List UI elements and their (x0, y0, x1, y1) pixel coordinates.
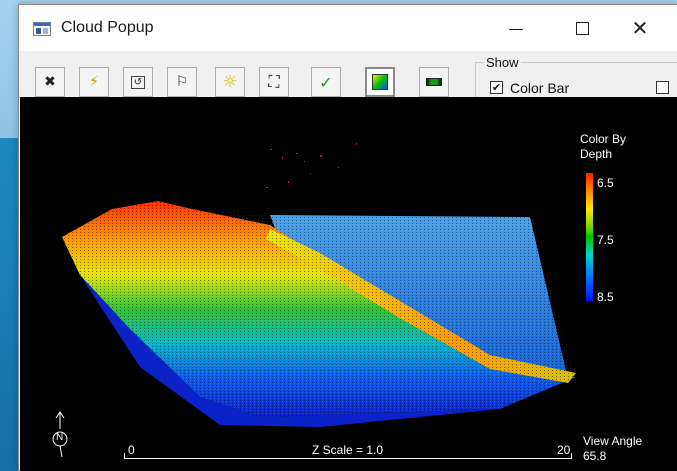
view-angle-value: 65.8 (583, 449, 607, 463)
scale-bar (124, 458, 572, 459)
flag-button[interactable]: ⚐ (167, 67, 197, 97)
title-bar[interactable]: Cloud Popup ✕ (19, 5, 677, 51)
close-icon: ✕ (631, 16, 649, 40)
colorbar-tick-7-5: 7.5 (597, 233, 614, 247)
north-arrow-icon (52, 411, 68, 458)
undo-icon: ↺ (130, 75, 146, 89)
colorbar-icon (426, 78, 442, 86)
scale-tick-end (571, 453, 572, 458)
point-cloud-render (62, 143, 576, 427)
colorbar-tick-6-5: 6.5 (597, 176, 614, 190)
app-icon (33, 22, 51, 36)
maximize-icon (575, 21, 589, 35)
minimize-button[interactable] (493, 5, 539, 51)
sun-icon: ☼ (222, 72, 238, 92)
colorbar-tick-8-5: 8.5 (597, 290, 614, 304)
undo-view-button[interactable]: ↺ (123, 67, 153, 97)
scale-end-label: 20 (557, 443, 571, 457)
tools-icon: ✖ (44, 74, 56, 90)
colorbar-button[interactable] (419, 67, 449, 97)
tools-button[interactable]: ✖ (35, 67, 65, 97)
point-cloud-viewport[interactable]: Color By Depth 6.5 7.5 8.5 N 0 Z Scale =… (20, 97, 677, 471)
sun-button[interactable]: ☼ (215, 67, 245, 97)
color-map-icon (372, 74, 388, 90)
zoom-extents-button[interactable]: ⛶ (259, 67, 289, 97)
accept-button[interactable]: ✓ (311, 67, 341, 97)
show-group-label: Show (484, 55, 521, 70)
depth-colorbar (586, 173, 593, 301)
scale-tick-start (124, 453, 125, 458)
cloud-popup-window: Cloud Popup ✕ ✖ ⚡ ↺ ⚐ ☼ ⛶ ✓ (18, 4, 677, 471)
color-by-line1: Color By (580, 132, 627, 146)
maximize-button[interactable] (559, 5, 605, 51)
color-by-line2: Depth (580, 147, 613, 161)
toolbar: ✖ ⚡ ↺ ⚐ ☼ ⛶ ✓ Show ✔ Color Bar (19, 51, 677, 114)
north-label: N (56, 432, 64, 443)
color-bar-label: Color Bar (510, 80, 570, 96)
checkmark-icon: ✓ (319, 72, 333, 92)
zoom-extents-icon: ⛶ (268, 72, 280, 91)
color-bar-checkbox[interactable]: ✔ (490, 81, 503, 94)
flag-icon: ⚐ (175, 74, 189, 90)
lightning-icon: ⚡ (89, 74, 99, 90)
lightning-button[interactable]: ⚡ (79, 67, 109, 97)
scale-start-label: 0 (128, 443, 135, 457)
color-by-title: Color By Depth (580, 132, 626, 162)
minimize-icon (509, 28, 523, 30)
close-button[interactable]: ✕ (617, 5, 663, 51)
window-title: Cloud Popup (61, 19, 154, 36)
view-angle-title: View Angle (583, 434, 643, 448)
color-map-button[interactable] (365, 67, 395, 97)
z-scale-label: Z Scale = 1.0 (312, 443, 384, 457)
north-arrow: N (48, 409, 72, 459)
second-show-checkbox[interactable] (656, 81, 669, 94)
